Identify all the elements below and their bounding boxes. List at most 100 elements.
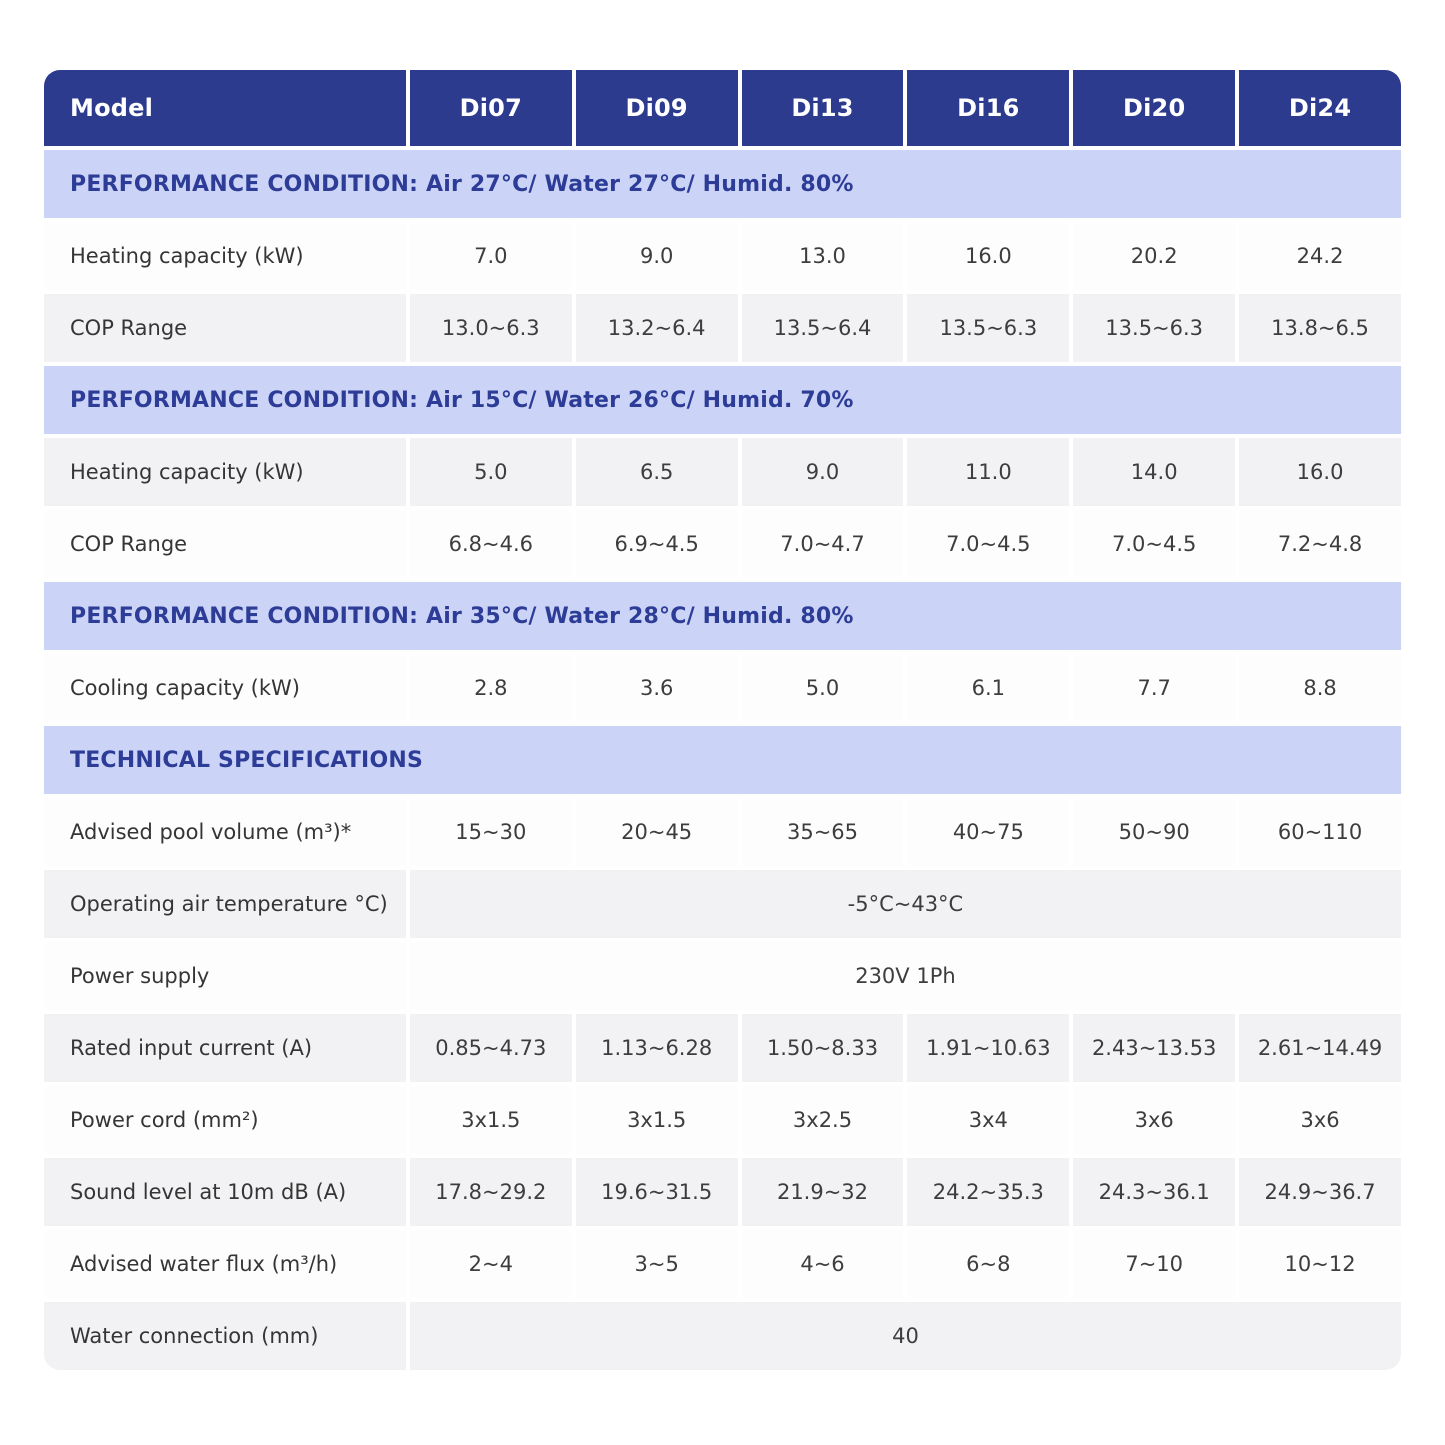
row-value: 3x6: [1073, 1086, 1236, 1154]
row-value: 21.9~32: [741, 1158, 904, 1226]
row-value: 13.5~6.4: [741, 294, 904, 362]
row-label: Advised pool volume (m³)*: [44, 798, 406, 866]
model-header-label: Model: [44, 70, 406, 146]
row-value: 4~6: [741, 1230, 904, 1298]
row-value: 6.1: [907, 654, 1070, 722]
row-value: 40~75: [907, 798, 1070, 866]
row-value: 7.0~4.5: [1073, 510, 1236, 578]
row-value: 13.5~6.3: [1073, 294, 1236, 362]
row-value: 20.2: [1073, 222, 1236, 290]
table-row: COP Range 13.0~6.3 13.2~6.4 13.5~6.4 13.5~6.…: [44, 294, 1401, 362]
row-value: 1.91~10.63: [907, 1014, 1070, 1082]
row-label: Power cord (mm²): [44, 1086, 406, 1154]
row-value: 7.0~4.5: [907, 510, 1070, 578]
row-label: Heating capacity (kW): [44, 222, 406, 290]
row-value: 60~110: [1239, 798, 1401, 866]
row-label: COP Range: [44, 294, 406, 362]
row-value: 9.0: [575, 222, 738, 290]
row-value: 2.61~14.49: [1239, 1014, 1401, 1082]
section-header: PERFORMANCE CONDITION: Air 15°C/ Water 2…: [44, 366, 1401, 434]
model-column-header: Di13: [741, 70, 904, 146]
row-value: 13.2~6.4: [575, 294, 738, 362]
row-value: 2.8: [409, 654, 572, 722]
section-header-row: PERFORMANCE CONDITION: Air 15°C/ Water 2…: [44, 366, 1401, 434]
section-header: PERFORMANCE CONDITION: Air 35°C/ Water 2…: [44, 582, 1401, 650]
row-value: 13.8~6.5: [1239, 294, 1401, 362]
table-row: Rated input current (A) 0.85~4.73 1.13~6.2…: [44, 1014, 1401, 1082]
table-row: COP Range 6.8~4.6 6.9~4.5 7.0~4.7 7.0~4.5 7.0…: [44, 510, 1401, 578]
row-value: 7.2~4.8: [1239, 510, 1401, 578]
row-value: 1.13~6.28: [575, 1014, 738, 1082]
section-header: TECHNICAL SPECIFICATIONS: [44, 726, 1401, 794]
model-column-header: Di24: [1239, 70, 1401, 146]
table-row: Cooling capacity (kW) 2.8 3.6 5.0 6.1 7.7 8.8: [44, 654, 1401, 722]
table-row: Water connection (mm) 40: [44, 1302, 1401, 1370]
section-header-row: PERFORMANCE CONDITION: Air 27°C/ Water 2…: [44, 150, 1401, 218]
row-value: 3x2.5: [741, 1086, 904, 1154]
row-value: 8.8: [1239, 654, 1401, 722]
row-value: 13.0: [741, 222, 904, 290]
table-row: Sound level at 10m dB (A) 17.8~29.2 19.6~3…: [44, 1158, 1401, 1226]
row-label: Power supply: [44, 942, 406, 1010]
row-value: 24.9~36.7: [1239, 1158, 1401, 1226]
row-label: Cooling capacity (kW): [44, 654, 406, 722]
model-column-header: Di20: [1073, 70, 1236, 146]
row-value: 1.50~8.33: [741, 1014, 904, 1082]
row-label: Water connection (mm): [44, 1302, 406, 1370]
row-label: Rated input current (A): [44, 1014, 406, 1082]
spec-table: Model Di07 Di09 Di13 Di16 Di20 Di24 PERF…: [40, 66, 1405, 1374]
row-value: 3.6: [575, 654, 738, 722]
row-value: 13.5~6.3: [907, 294, 1070, 362]
row-value: 2.43~13.53: [1073, 1014, 1236, 1082]
row-label: Heating capacity (kW): [44, 438, 406, 506]
table-row: Heating capacity (kW) 7.0 9.0 13.0 16.0 20.2 2…: [44, 222, 1401, 290]
row-value-span: -5°C~43°C: [409, 870, 1401, 938]
row-value: 5.0: [741, 654, 904, 722]
table-row: Power supply 230V 1Ph: [44, 942, 1401, 1010]
row-label: COP Range: [44, 510, 406, 578]
spec-table-body: PERFORMANCE CONDITION: Air 27°C/ Water 2…: [44, 150, 1401, 1370]
row-value: 50~90: [1073, 798, 1236, 866]
row-value: 24.2: [1239, 222, 1401, 290]
table-row: Power cord (mm²) 3x1.5 3x1.5 3x2.5 3x4 3x6 3x6: [44, 1086, 1401, 1154]
model-column-header: Di07: [409, 70, 572, 146]
row-value: 14.0: [1073, 438, 1236, 506]
row-value: 11.0: [907, 438, 1070, 506]
row-value: 13.0~6.3: [409, 294, 572, 362]
row-label: Sound level at 10m dB (A): [44, 1158, 406, 1226]
row-value: 20~45: [575, 798, 738, 866]
row-value: 19.6~31.5: [575, 1158, 738, 1226]
row-value: 3x1.5: [575, 1086, 738, 1154]
row-value: 6.5: [575, 438, 738, 506]
row-value: 16.0: [1239, 438, 1401, 506]
row-label: Operating air temperature °C): [44, 870, 406, 938]
section-header: PERFORMANCE CONDITION: Air 27°C/ Water 2…: [44, 150, 1401, 218]
row-value: 0.85~4.73: [409, 1014, 572, 1082]
model-column-header: Di09: [575, 70, 738, 146]
row-value: 7~10: [1073, 1230, 1236, 1298]
row-value: 10~12: [1239, 1230, 1401, 1298]
row-value: 6.8~4.6: [409, 510, 572, 578]
table-row: Heating capacity (kW) 5.0 6.5 9.0 11.0 14.0 16…: [44, 438, 1401, 506]
section-header-row: PERFORMANCE CONDITION: Air 35°C/ Water 2…: [44, 582, 1401, 650]
spec-table-container: Model Di07 Di09 Di13 Di16 Di20 Di24 PERF…: [40, 66, 1405, 1374]
table-row: Advised pool volume (m³)* 15~30 20~45 35~65…: [44, 798, 1401, 866]
row-value: 7.0~4.7: [741, 510, 904, 578]
row-value: 15~30: [409, 798, 572, 866]
row-value: 17.8~29.2: [409, 1158, 572, 1226]
row-value-span: 230V 1Ph: [409, 942, 1401, 1010]
row-value: 3x1.5: [409, 1086, 572, 1154]
model-column-header: Di16: [907, 70, 1070, 146]
row-value: 3~5: [575, 1230, 738, 1298]
table-row: Operating air temperature °C) -5°C~43°C: [44, 870, 1401, 938]
row-value: 7.7: [1073, 654, 1236, 722]
row-value: 16.0: [907, 222, 1070, 290]
row-value: 35~65: [741, 798, 904, 866]
row-value: 3x4: [907, 1086, 1070, 1154]
row-value: 6~8: [907, 1230, 1070, 1298]
row-value: 2~4: [409, 1230, 572, 1298]
row-value: 3x6: [1239, 1086, 1401, 1154]
row-value: 24.2~35.3: [907, 1158, 1070, 1226]
row-value: 6.9~4.5: [575, 510, 738, 578]
row-value: 7.0: [409, 222, 572, 290]
